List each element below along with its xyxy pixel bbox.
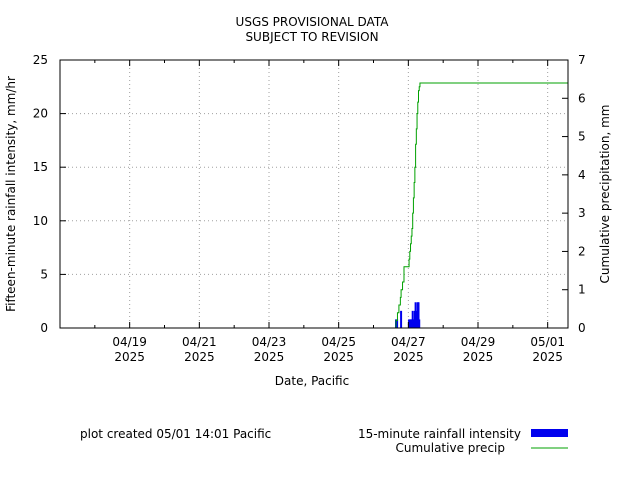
y-tick-label: 10 xyxy=(33,214,48,228)
x-tick-label: 2025 xyxy=(323,350,354,364)
y-tick-label: 0 xyxy=(40,321,48,335)
x-tick-label: 2025 xyxy=(393,350,424,364)
grid-lines xyxy=(60,60,568,328)
cumulative-precip-path xyxy=(60,82,568,329)
chart-title-line-2: SUBJECT TO REVISION xyxy=(245,30,378,44)
y-axis-label: Fifteen-minute rainfall intensity, mm/hr xyxy=(4,76,18,312)
legend-label-intensity: 15-minute rainfall intensity xyxy=(358,427,521,441)
plot-frame xyxy=(59,59,569,329)
y-tick-label: 25 xyxy=(33,53,48,67)
rainfall-bar xyxy=(417,302,420,328)
y2-tick-label: 6 xyxy=(578,91,586,105)
chart-title: USGS PROVISIONAL DATA SUBJECT TO REVISIO… xyxy=(236,15,390,44)
y-tick-label: 5 xyxy=(40,267,48,281)
y2-axis-label: Cumulative precipitation, mm xyxy=(598,105,612,284)
x-tick-label: 05/01 xyxy=(530,335,565,349)
x-tick-label: 2025 xyxy=(114,350,145,364)
x-tick-label: 04/19 xyxy=(112,335,147,349)
y2-tick-label: 4 xyxy=(578,168,586,182)
y2-tick-label: 3 xyxy=(578,206,586,220)
axes xyxy=(59,59,569,329)
x-tick-label: 2025 xyxy=(463,350,494,364)
y2-tick-label: 7 xyxy=(578,53,586,67)
x-tick-label: 04/23 xyxy=(252,335,287,349)
rainfall-bar xyxy=(396,319,399,328)
y2-tick-label: 1 xyxy=(578,283,586,297)
y2-tick-label: 0 xyxy=(578,321,586,335)
rainfall-bar xyxy=(400,310,403,328)
y2-tick-label: 5 xyxy=(578,130,586,144)
tick-labels: 04/19202504/21202504/23202504/25202504/2… xyxy=(33,53,586,364)
legend: 15-minute rainfall intensity Cumulative … xyxy=(358,427,568,455)
x-axis-label: Date, Pacific xyxy=(275,374,349,388)
y-tick-label: 15 xyxy=(33,160,48,174)
x-tick-label: 2025 xyxy=(532,350,563,364)
legend-swatch-intensity xyxy=(531,429,568,437)
chart-title-line-1: USGS PROVISIONAL DATA xyxy=(236,15,390,29)
x-tick-label: 04/29 xyxy=(461,335,496,349)
rainfall-intensity-bars xyxy=(395,302,421,328)
legend-label-cumulative: Cumulative precip xyxy=(395,441,505,455)
rainfall-bar xyxy=(418,319,421,328)
y2-tick-label: 2 xyxy=(578,244,586,258)
y-tick-label: 20 xyxy=(33,107,48,121)
x-tick-label: 2025 xyxy=(254,350,285,364)
cumulative-precip-line xyxy=(60,82,568,329)
x-tick-label: 04/27 xyxy=(391,335,426,349)
x-tick-label: 04/21 xyxy=(182,335,217,349)
plot-created-note: plot created 05/01 14:01 Pacific xyxy=(80,427,271,441)
x-tick-label: 04/25 xyxy=(321,335,356,349)
x-tick-label: 2025 xyxy=(184,350,215,364)
